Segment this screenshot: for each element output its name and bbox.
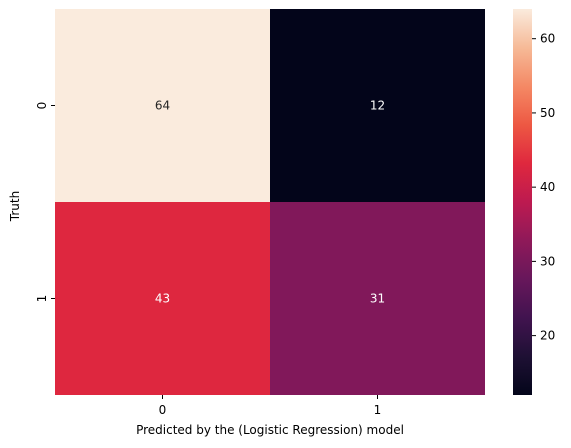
heatmap-cell bbox=[55, 9, 270, 202]
y-tick-label: 1 bbox=[35, 295, 49, 303]
colorbar bbox=[513, 9, 532, 395]
heatmap-cell bbox=[270, 9, 485, 202]
colorbar-tick-label: 60 bbox=[540, 32, 555, 46]
x-tick-label: 0 bbox=[159, 403, 167, 417]
heatmap-cells: 64 12 43 31 bbox=[55, 9, 485, 395]
colorbar-tick-label: 50 bbox=[540, 106, 555, 120]
x-tick-label: 1 bbox=[374, 403, 382, 417]
y-tick-label: 0 bbox=[35, 102, 49, 110]
cell-annotation: 43 bbox=[155, 292, 170, 306]
colorbar-tick-label: 40 bbox=[540, 180, 555, 194]
cell-annotation: 64 bbox=[155, 99, 170, 113]
y-axis-label: Truth bbox=[8, 191, 22, 222]
x-axis-label: Predicted by the (Logistic Regression) m… bbox=[136, 423, 404, 437]
colorbar-axis: 20 30 40 50 60 bbox=[532, 32, 555, 343]
y-axis: 01 bbox=[35, 102, 55, 303]
cell-annotation: 31 bbox=[370, 292, 385, 306]
colorbar-tick-label: 30 bbox=[540, 254, 555, 268]
heatmap-cell bbox=[270, 202, 485, 395]
cell-annotation: 12 bbox=[370, 99, 385, 113]
heatmap-cell bbox=[55, 202, 270, 395]
colorbar-tick-label: 20 bbox=[540, 329, 555, 343]
